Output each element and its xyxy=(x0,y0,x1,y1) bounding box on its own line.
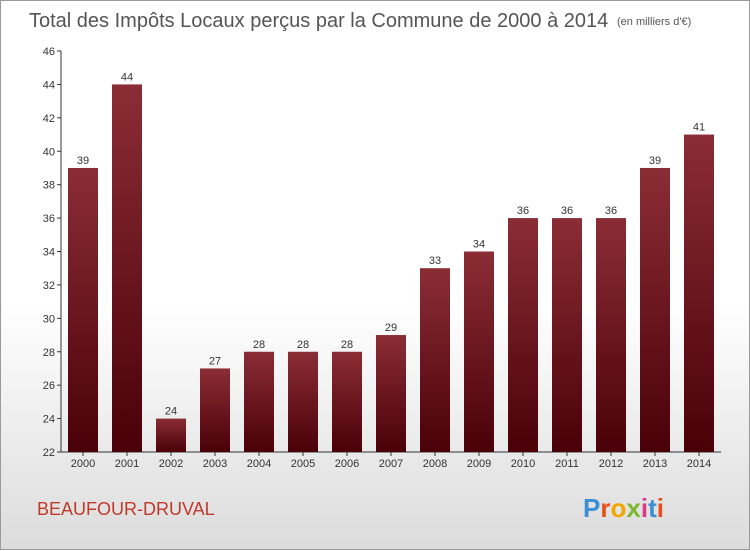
bar-value-label: 39 xyxy=(649,155,661,167)
bar-value-label: 29 xyxy=(385,322,397,334)
x-tick-label: 2004 xyxy=(247,458,271,470)
logo-letter: P xyxy=(583,493,600,523)
y-tick-label: 34 xyxy=(43,247,55,259)
bar xyxy=(508,218,538,452)
bar-value-label: 36 xyxy=(561,205,573,217)
bar xyxy=(640,167,670,453)
bar-value-label: 34 xyxy=(473,239,485,251)
bar xyxy=(332,351,362,452)
x-tick-label: 2001 xyxy=(115,458,139,470)
plot-area: 22 24 26 28 30 32 34 36 38 40 42 44 46 39 2000 44 2001 24… xyxy=(43,46,721,470)
y-tick-label: 36 xyxy=(43,213,55,225)
bar-value-label: 24 xyxy=(165,406,177,418)
bar-value-label: 28 xyxy=(341,339,353,351)
bar-value-label: 36 xyxy=(605,205,617,217)
bar-value-label: 44 xyxy=(121,71,133,83)
bar-value-label: 27 xyxy=(209,355,221,367)
x-tick-label: 2005 xyxy=(291,458,315,470)
bar-value-label: 39 xyxy=(77,155,89,167)
y-tick-label: 40 xyxy=(43,146,55,158)
y-tick-label: 42 xyxy=(43,113,55,125)
logo-letter: i xyxy=(657,493,664,523)
logo-letter: t xyxy=(648,493,657,523)
x-tick-label: 2011 xyxy=(555,458,579,470)
x-tick-label: 2008 xyxy=(423,458,447,470)
y-tick-label: 30 xyxy=(43,313,55,325)
bar xyxy=(376,335,406,452)
bar xyxy=(200,368,230,452)
bar xyxy=(552,218,582,452)
commune-name: BEAUFOUR-DRUVAL xyxy=(37,499,215,519)
bar xyxy=(156,418,186,452)
y-tick-label: 22 xyxy=(43,447,55,459)
y-tick-label: 46 xyxy=(43,46,55,58)
bar xyxy=(420,268,450,452)
y-tick-label: 32 xyxy=(43,280,55,292)
bar-value-label: 33 xyxy=(429,255,441,267)
x-tick-label: 2009 xyxy=(467,458,491,470)
chart-title: Total des Impôts Locaux perçus par la Co… xyxy=(29,10,608,32)
logo-letter: i xyxy=(641,493,648,523)
bar xyxy=(464,251,494,452)
y-tick-label: 26 xyxy=(43,380,55,392)
logo-letter: o xyxy=(610,493,626,523)
bar xyxy=(68,167,98,453)
y-tick-label: 38 xyxy=(43,180,55,192)
bar xyxy=(244,351,274,452)
x-tick-label: 2006 xyxy=(335,458,359,470)
logo-letter: r xyxy=(600,493,610,523)
unit-label: (en milliers d'€) xyxy=(617,16,691,28)
y-tick-label: 44 xyxy=(43,79,55,91)
bar xyxy=(596,218,626,452)
x-tick-label: 2012 xyxy=(599,458,623,470)
x-tick-label: 2002 xyxy=(159,458,183,470)
bar xyxy=(288,351,318,452)
x-tick-label: 2000 xyxy=(71,458,95,470)
bar-value-label: 41 xyxy=(693,122,705,134)
proxiti-logo: Proxiti xyxy=(583,493,664,523)
y-tick-label: 28 xyxy=(43,347,55,359)
x-tick-label: 2010 xyxy=(511,458,535,470)
y-tick-label: 24 xyxy=(43,414,55,426)
bar xyxy=(684,134,714,452)
bar-value-label: 28 xyxy=(297,339,309,351)
x-tick-label: 2003 xyxy=(203,458,227,470)
logo-letter: x xyxy=(626,493,641,523)
x-tick-label: 2014 xyxy=(687,458,711,470)
bar xyxy=(112,84,142,453)
x-tick-label: 2007 xyxy=(379,458,403,470)
bar-value-label: 36 xyxy=(517,205,529,217)
x-tick-label: 2013 xyxy=(643,458,667,470)
bar-value-label: 28 xyxy=(253,339,265,351)
